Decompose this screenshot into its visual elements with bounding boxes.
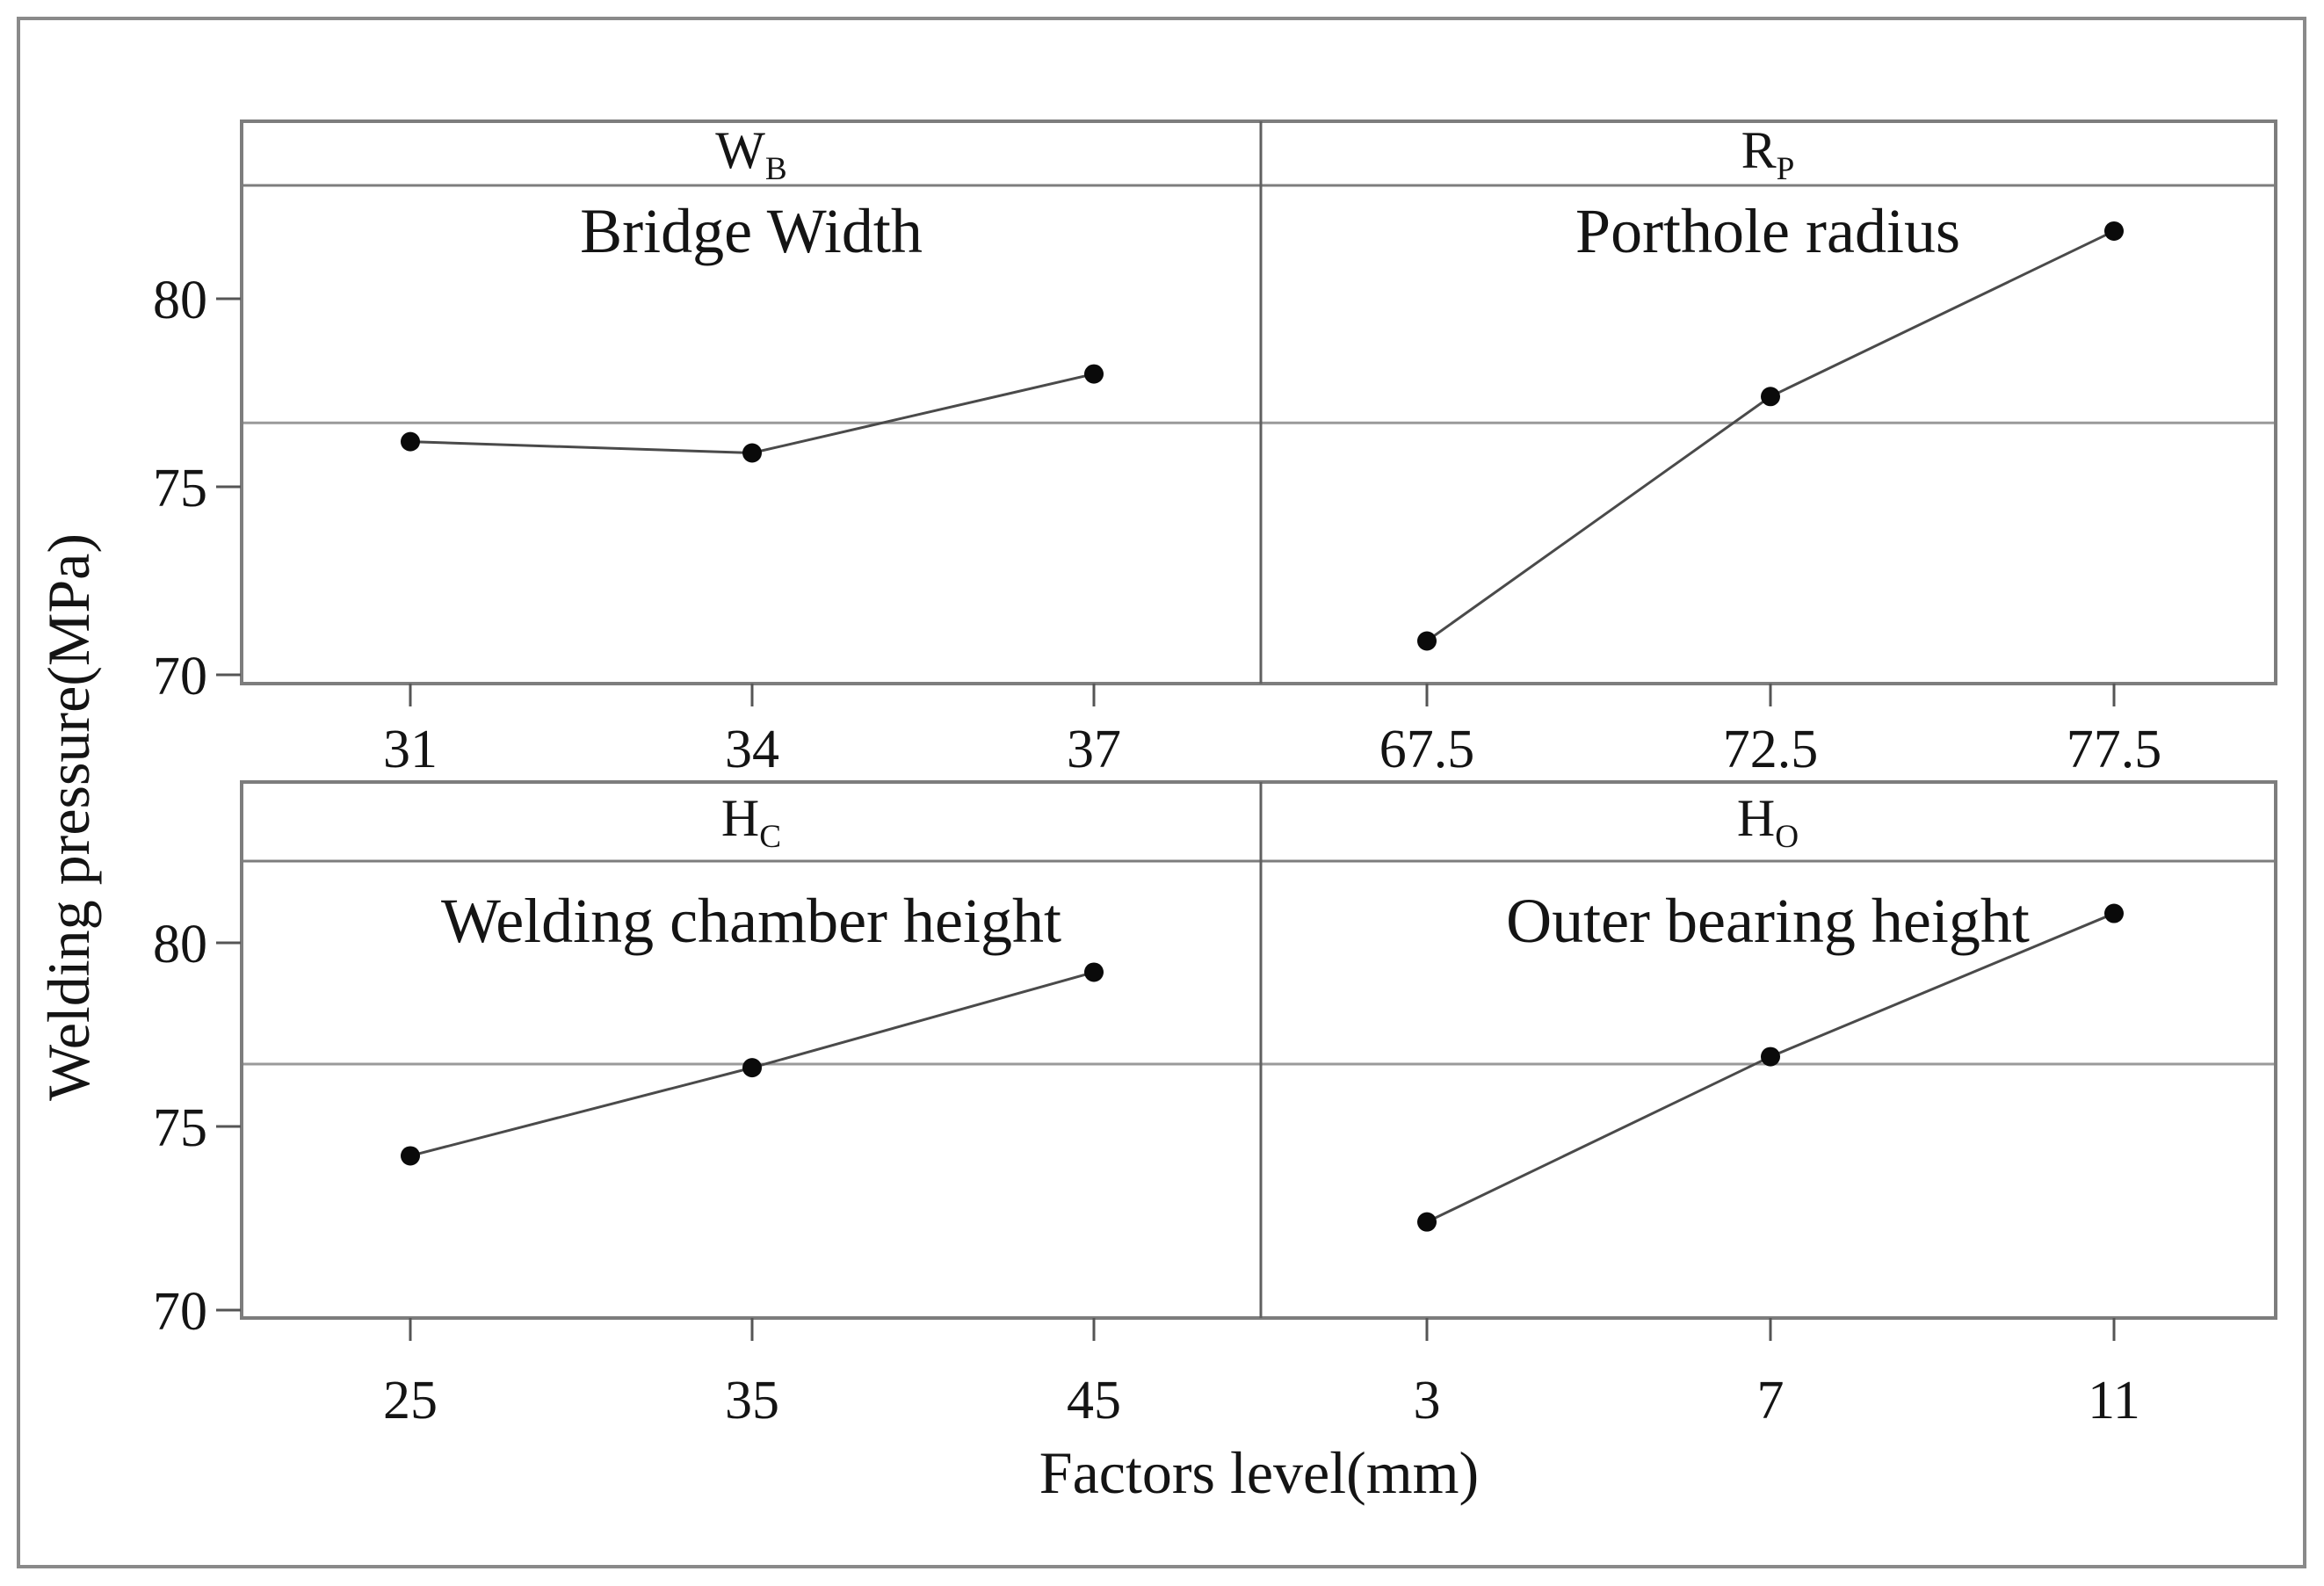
panel-subtitle-outer-bearing-height: Outer bearing height bbox=[1506, 886, 2030, 956]
x-tick-label: 31 bbox=[383, 720, 438, 779]
panel-subtitle-porthole-radius: Porthole radius bbox=[1575, 196, 1960, 266]
data-point bbox=[742, 1058, 762, 1078]
panel-symbol-subscript: C bbox=[759, 818, 782, 855]
panel-symbol-subscript: B bbox=[764, 150, 787, 187]
panel-symbol: R bbox=[1741, 120, 1777, 179]
y-tick-label: 80 bbox=[153, 271, 207, 330]
panel-subtitle-welding-chamber-height: Welding chamber height bbox=[441, 886, 1061, 956]
x-tick-label: 37 bbox=[1067, 720, 1121, 779]
panel-symbol: H bbox=[720, 788, 760, 847]
x-tick-label: 7 bbox=[1757, 1371, 1785, 1430]
data-point bbox=[401, 1146, 420, 1166]
y-axis-title: Welding pressure(MPa) bbox=[35, 532, 102, 1102]
data-point bbox=[1761, 1046, 1780, 1067]
data-point bbox=[1761, 387, 1780, 407]
x-axis-title: Factors level(mm) bbox=[1039, 1439, 1480, 1506]
y-tick-label: 70 bbox=[153, 1282, 207, 1342]
x-tick-label: 35 bbox=[725, 1371, 779, 1430]
panel-frame bbox=[240, 119, 2277, 685]
panel-symbol: H bbox=[1736, 788, 1776, 847]
data-point bbox=[1084, 962, 1104, 982]
y-tick-label: 80 bbox=[153, 915, 207, 974]
data-point bbox=[1417, 631, 1437, 651]
data-point bbox=[1084, 364, 1104, 384]
panel-header-hc: HC bbox=[721, 792, 781, 853]
y-tick-label: 75 bbox=[153, 1098, 207, 1158]
panel-background bbox=[242, 782, 2276, 1318]
x-tick-label: 25 bbox=[383, 1371, 438, 1430]
data-point bbox=[2104, 903, 2124, 923]
data-point bbox=[742, 443, 762, 463]
panel-symbol-subscript: O bbox=[1775, 818, 1799, 855]
panel-background bbox=[242, 121, 2276, 684]
panel-header-ho: HO bbox=[1737, 792, 1799, 853]
x-tick-label: 77.5 bbox=[2067, 720, 2162, 779]
x-tick-label: 11 bbox=[2088, 1371, 2140, 1430]
x-tick-label: 34 bbox=[725, 720, 779, 779]
x-tick-label: 45 bbox=[1067, 1371, 1121, 1430]
data-point bbox=[1417, 1212, 1437, 1232]
x-tick-label: 3 bbox=[1414, 1371, 1441, 1430]
panel-symbol-subscript: P bbox=[1776, 150, 1795, 187]
panel-frame bbox=[240, 780, 2277, 1320]
data-point bbox=[2104, 221, 2124, 241]
data-point bbox=[401, 431, 420, 452]
panel-symbol: W bbox=[715, 120, 765, 179]
panel-header-rp: RP bbox=[1741, 124, 1795, 185]
x-tick-label: 67.5 bbox=[1379, 720, 1475, 779]
y-tick-label: 70 bbox=[153, 647, 207, 706]
y-tick-label: 75 bbox=[153, 459, 207, 518]
panel-subtitle-bridge-width: Bridge Width bbox=[580, 196, 923, 266]
x-tick-label: 72.5 bbox=[1723, 720, 1819, 779]
panel-header-wb: WB bbox=[715, 124, 786, 185]
